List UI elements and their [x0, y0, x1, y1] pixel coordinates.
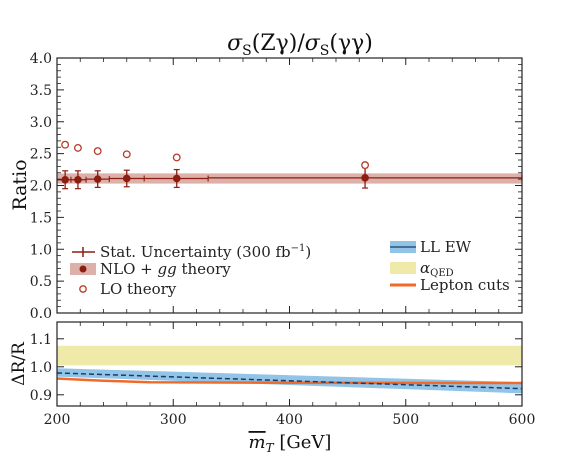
main-y-tick-label: 3.5: [30, 83, 52, 99]
legend-nlo: NLO + gg theory: [70, 260, 231, 278]
aqed-band: [57, 345, 522, 366]
nlo-point: [361, 174, 369, 182]
lo-point: [61, 140, 70, 149]
ratio-x-tick-label: 300: [160, 412, 187, 428]
svg-text:Stat. Uncertainty (300 fb−1): Stat. Uncertainty (300 fb−1): [100, 243, 311, 261]
legend-nlo-label-c: theory: [177, 260, 232, 278]
legend-lepton: Lepton cuts: [390, 276, 510, 294]
legend-llew-label: LL EW: [420, 238, 472, 256]
main-y-tick-label: 4.0: [30, 51, 52, 67]
ratio-x-tick-label: 500: [392, 412, 419, 428]
legend-right: LL EW αQED Lepton cuts: [390, 238, 510, 294]
x-axis-label: mT [GeV]: [249, 432, 332, 455]
main-y-tick-label: 0.0: [30, 306, 52, 322]
svg-text:αQED: αQED: [420, 259, 454, 279]
x-axis-label-unit: [GeV]: [274, 432, 332, 453]
x-axis-label-sub: T: [266, 441, 275, 455]
ratio-plot-panel: 0.9 1.0 1.1 200 300 400 500 600 ΔR/R mT [GeV]: [9, 321, 536, 455]
ratio-y-ticks: 0.9 1.0 1.1: [30, 332, 522, 404]
svg-text:NLO + gg theory: NLO + gg theory: [100, 260, 231, 278]
nlo-point: [74, 175, 82, 184]
main-y-tick-label: 0.5: [30, 274, 52, 290]
ratio-x-tick-label: 200: [44, 412, 71, 428]
main-y-ticks: 0.0 0.5 1.0 1.5 2.0 2.5 3.0 3.5 4.0: [30, 51, 522, 322]
ratio-x-ticks: 200 300 400 500 600: [44, 322, 536, 428]
legend-aqed: αQED: [390, 259, 454, 279]
ratio-y-tick-label: 0.9: [30, 388, 52, 404]
ratio-y-axis-label: ΔR/R: [9, 341, 29, 386]
lo-point: [73, 143, 82, 152]
ratio-y-tick-label: 1.1: [30, 332, 52, 348]
ratio-x-tick-label: 400: [276, 412, 303, 428]
nlo-point: [93, 175, 102, 183]
llew-center-line: [57, 372, 522, 390]
main-y-tick-label: 2.0: [30, 179, 52, 195]
legend-aqed-sub: QED: [430, 268, 454, 279]
legend-lo-label: LO theory: [100, 280, 177, 298]
main-y-tick-label: 1.5: [30, 210, 52, 226]
main-plot-panel: 0.0 0.5 1.0 1.5 2.0 2.5 3.0 3.5 4.0 Ratio: [9, 51, 523, 322]
chart-title: σS(Zγ)/σS(γγ): [227, 31, 373, 59]
nlo-point: [61, 175, 69, 184]
lepton-cuts-line: [57, 377, 522, 385]
main-y-tick-label: 3.0: [30, 115, 52, 131]
ratio-x-tick-label: 600: [509, 412, 536, 428]
aqed-swatch: [390, 262, 416, 274]
legend-stat: Stat. Uncertainty (300 fb−1): [72, 243, 311, 261]
data-points: [61, 140, 370, 190]
lo-point: [361, 161, 370, 170]
nlo-point: [172, 174, 181, 183]
legend-stat-sup: −1: [291, 243, 306, 254]
lo-point: [93, 147, 102, 156]
svg-text:σS(Zγ)/σS(γγ): σS(Zγ)/σS(γγ): [227, 31, 373, 59]
legend-lo: LO theory: [79, 280, 177, 298]
legend-aqed-label: α: [420, 259, 430, 277]
lo-point: [172, 153, 181, 162]
ratio-y-tick-label: 1.0: [30, 360, 52, 376]
legend-nlo-label-b: gg: [158, 260, 177, 278]
nlo-swatch-dot: [79, 265, 87, 273]
legend-stat-close: ): [305, 243, 311, 261]
legend-nlo-label-a: NLO +: [100, 260, 158, 278]
main-y-tick-label: 2.5: [30, 147, 52, 163]
y-axis-label: Ratio: [9, 159, 31, 210]
legend-stat-label: Stat. Uncertainty (300 fb: [100, 243, 291, 261]
legend-lepton-label: Lepton cuts: [420, 276, 510, 294]
nlo-point: [122, 174, 131, 183]
main-x-ticks: [56, 58, 523, 313]
legend-llew: LL EW: [390, 238, 472, 256]
x-axis-label-main: m: [249, 432, 266, 453]
lo-point: [122, 150, 131, 159]
main-y-tick-label: 1.0: [30, 242, 52, 258]
lo-swatch: [79, 285, 87, 293]
legend-left: Stat. Uncertainty (300 fb−1) NLO + gg th…: [70, 243, 311, 298]
